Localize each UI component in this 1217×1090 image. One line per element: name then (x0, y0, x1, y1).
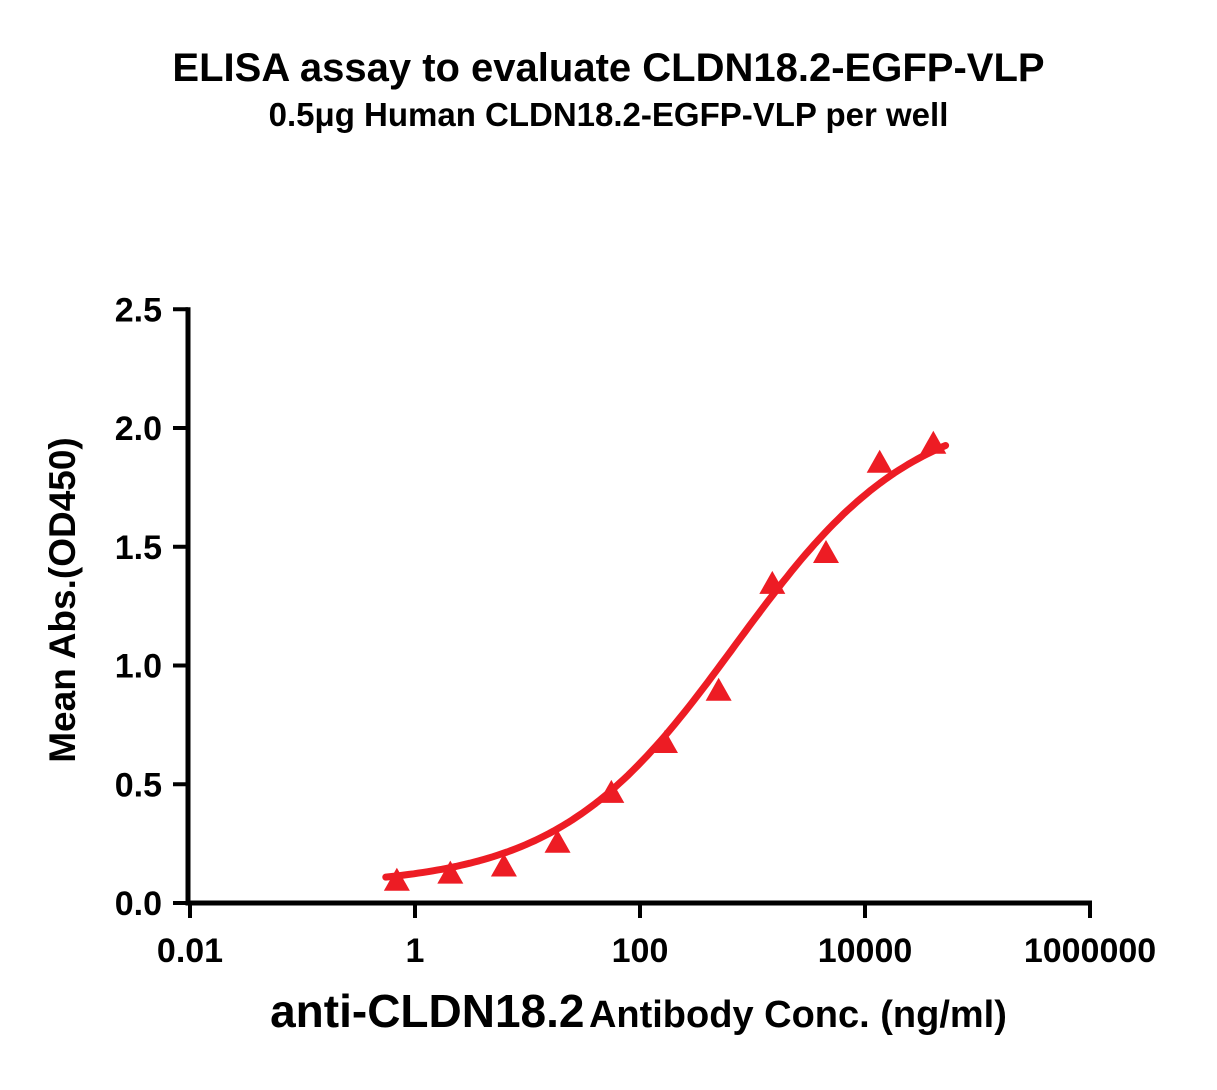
y-tick-label: 1.0 (115, 648, 162, 686)
x-tick-label: 1 (406, 932, 425, 970)
data-point-marker (705, 677, 732, 701)
data-point-marker (383, 867, 410, 891)
y-tick-label: 2.0 (115, 410, 162, 448)
x-tick-label: 10000 (818, 932, 913, 970)
fit-curve (382, 442, 950, 881)
data-point-marker (812, 540, 839, 563)
x-axis-title-emphasis: anti-CLDN18.2 (270, 985, 585, 1037)
x-tick-label: 100 (612, 932, 669, 970)
y-tick-label: 2.5 (115, 291, 162, 329)
chart-title: ELISA assay to evaluate CLDN18.2-EGFP-VL… (172, 46, 1045, 90)
data-point-marker (598, 779, 625, 803)
data-point-marker (920, 430, 947, 454)
x-tick-label: 0.01 (157, 932, 223, 970)
data-point-marker (759, 570, 786, 594)
data-point-marker (544, 829, 571, 853)
x-tick-label: 1000000 (1024, 932, 1156, 970)
data-point-marker (437, 860, 464, 884)
data-point-marker (866, 449, 893, 473)
data-point-marker (490, 853, 517, 877)
x-axis-title-rest: Antibody Conc. (ng/ml) (588, 994, 1007, 1036)
x-axis-title: anti-CLDN18.2 Antibody Conc. (ng/ml) (30, 984, 1217, 1038)
data-point-marker (651, 730, 678, 753)
y-tick-label: 1.5 (115, 529, 162, 567)
y-tick-label: 0.0 (115, 885, 162, 923)
y-tick-label: 0.5 (115, 766, 162, 804)
chart-subtitle: 0.5μg Human CLDN18.2-EGFP-VLP per well (268, 96, 949, 133)
